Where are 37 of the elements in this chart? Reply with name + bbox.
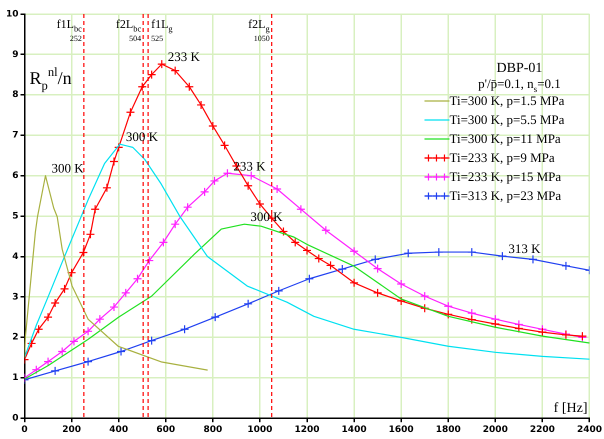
- y-tick-label: 9: [12, 50, 19, 60]
- y-tick-label: 6: [12, 171, 19, 182]
- x-tick-label: 1200: [294, 424, 320, 435]
- x-tick-label: 1600: [388, 424, 414, 435]
- y-tick-label: 8: [12, 90, 19, 100]
- x-axis-title: f [Hz]: [554, 401, 588, 416]
- annotation: 300 K: [126, 129, 159, 144]
- x-tick-label: 400: [109, 424, 128, 435]
- x-tick-label: 1800: [436, 424, 461, 435]
- y-tick-label: 7: [12, 130, 19, 141]
- legend-label: Ti=300 K, p=5.5 MPa: [449, 112, 565, 127]
- x-tick-label: 2200: [530, 424, 555, 435]
- y-tick-label: 10: [6, 9, 19, 20]
- legend-title: DBP-01: [496, 61, 542, 76]
- annotation: 300 K: [51, 160, 84, 176]
- annotation: 233 K: [168, 49, 201, 64]
- legend-label: Ti=233 K, p=9 MPa: [449, 150, 555, 165]
- legend-label: Ti=313 K, p=23 MPa: [449, 188, 562, 203]
- y-tick-label: 4: [12, 252, 19, 262]
- x-tick-label: 2000: [482, 424, 508, 435]
- y-tick-label: 5: [12, 211, 19, 222]
- x-tick-label: 1400: [342, 424, 367, 435]
- annotation: 313 K: [508, 241, 542, 256]
- x-tick-label: 800: [203, 424, 222, 435]
- x-tick-label: 600: [156, 424, 176, 435]
- y-tick-label: 2: [12, 332, 19, 343]
- legend-label: Ti=233 K, p=15 MPa: [449, 169, 562, 184]
- annotation: 300 K: [250, 209, 284, 224]
- x-tick-label: 2400: [576, 424, 602, 435]
- y-tick-label: 3: [12, 292, 19, 302]
- y-tick-label: 0: [12, 414, 19, 424]
- x-tick-label: 200: [62, 424, 81, 435]
- x-tick-label: 0: [21, 424, 28, 435]
- legend-label: Ti=300 K, p=1.5 MPa: [449, 93, 565, 108]
- y-tick-label: 1: [12, 373, 19, 384]
- legend-label: Ti=300 K, p=11 MPa: [449, 131, 561, 146]
- x-tick-label: 1000: [247, 424, 272, 435]
